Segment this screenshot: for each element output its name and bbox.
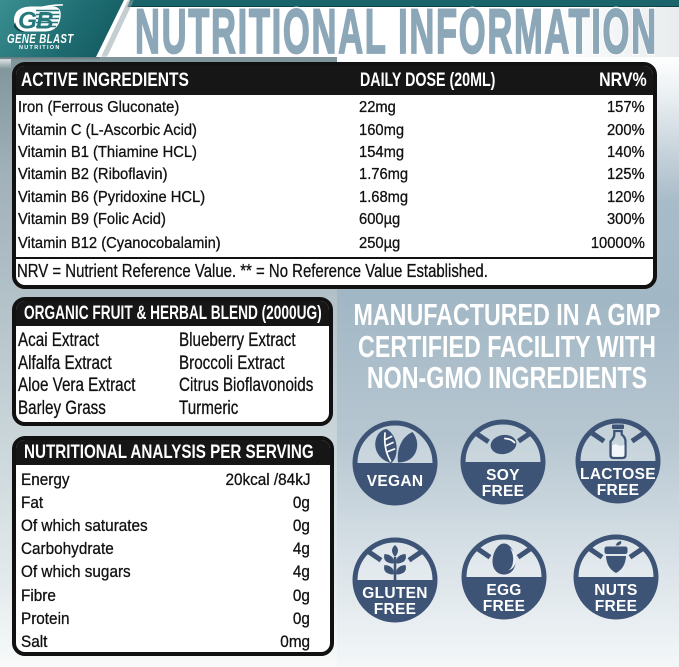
- svg-text:LACTOSE: LACTOSE: [580, 466, 656, 483]
- svg-text:FREE: FREE: [595, 598, 638, 615]
- svg-text:FREE: FREE: [482, 483, 525, 500]
- svg-text:FREE: FREE: [597, 482, 640, 499]
- svg-text:GLUTEN: GLUTEN: [362, 585, 428, 602]
- svg-text:GB: GB: [18, 8, 53, 35]
- svg-text:FREE: FREE: [483, 598, 526, 615]
- svg-text:FREE: FREE: [374, 601, 417, 618]
- svg-text:NUTS: NUTS: [594, 582, 637, 599]
- svg-text:VEGAN: VEGAN: [367, 473, 424, 490]
- svg-text:SOY: SOY: [486, 467, 520, 484]
- svg-text:EGG: EGG: [486, 582, 521, 599]
